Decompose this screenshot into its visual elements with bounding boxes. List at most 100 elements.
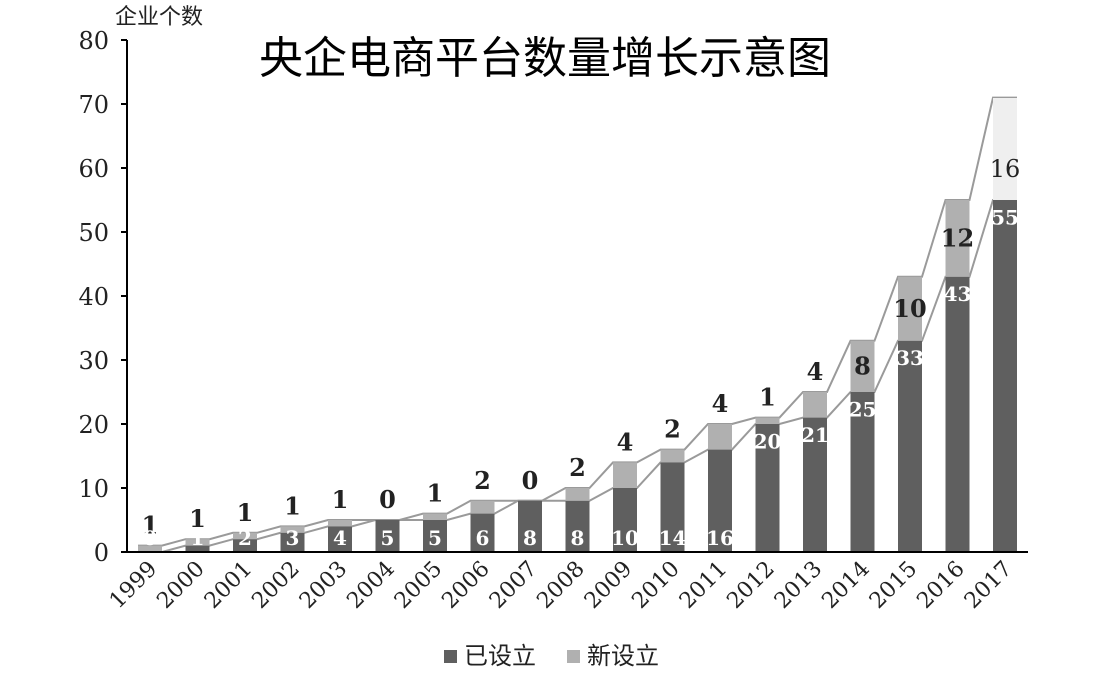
data-label-established: 14: [659, 526, 687, 550]
data-label-new: 1: [189, 504, 206, 533]
bar-established: [945, 276, 970, 552]
bar-established: [280, 532, 305, 552]
bar-new: [660, 449, 685, 463]
y-tick-label: 60: [78, 155, 109, 183]
bar-established: [708, 449, 732, 552]
data-label-established: 20: [754, 429, 782, 453]
x-tick-label: 2002: [247, 557, 304, 614]
data-label-new: 2: [664, 415, 681, 444]
y-tick-label: 20: [78, 411, 109, 439]
data-label-established: 0: [143, 526, 157, 550]
data-label-established: 55: [991, 205, 1019, 229]
data-label-established: 43: [944, 282, 972, 306]
data-label-new: 1: [237, 498, 254, 527]
x-tick-label: 1999: [105, 557, 162, 614]
data-label-established: 8: [523, 526, 537, 550]
y-tick-label: 30: [78, 347, 109, 375]
y-tick-label: 40: [78, 283, 109, 311]
data-label-new: 8: [854, 351, 871, 380]
data-label-new: 2: [569, 453, 586, 482]
bar-established: [470, 513, 495, 552]
y-axis-label: 企业个数: [115, 5, 203, 30]
bar-new: [850, 340, 875, 392]
bar-established: [660, 462, 685, 552]
data-label-established: 5: [428, 526, 442, 550]
y-tick-label: 70: [78, 91, 109, 119]
legend: 已设立 新设立: [444, 642, 659, 670]
trend-lines: [138, 96, 1017, 553]
y-tick-label: 10: [78, 475, 109, 503]
legend-label: 新设立: [587, 642, 659, 670]
bar-new: [470, 500, 495, 514]
data-label-established: 4: [333, 526, 347, 550]
data-label-new: 1: [427, 479, 444, 508]
y-tick-label: 0: [94, 539, 109, 567]
bar-new: [185, 539, 210, 546]
x-tick-label: 2011: [675, 557, 732, 614]
x-tick-label: 2006: [437, 557, 494, 614]
data-label-new: 1: [142, 511, 159, 540]
data-label-established: 2: [238, 526, 252, 550]
data-label-established: 33: [896, 346, 924, 370]
x-tick-label: 2010: [627, 557, 684, 614]
data-label-new: 2: [474, 466, 491, 495]
bar-established: [803, 417, 827, 552]
data-label-established: 5: [381, 526, 395, 550]
data-label-established: 3: [286, 526, 300, 550]
data-label-established: 6: [476, 526, 490, 550]
x-tick-label: 2017: [960, 557, 1017, 614]
bar-established: [850, 392, 875, 552]
bar-new: [565, 488, 590, 501]
x-tick-label: 2001: [200, 557, 257, 614]
data-label-established: 10: [611, 526, 639, 550]
bar-established: [185, 545, 210, 552]
data-label-new: 1: [284, 491, 301, 520]
data-label-new: 4: [807, 357, 824, 386]
data-label-new: 10: [893, 294, 926, 323]
data-label-new: 0: [379, 485, 396, 514]
y-tick-label: 80: [78, 27, 109, 55]
data-labels: 1011121314051526082841021441612042182510…: [142, 155, 1021, 550]
data-label-established: 21: [801, 423, 829, 447]
bar-new: [755, 417, 780, 424]
bar-new: [993, 98, 1017, 200]
data-label-new: 16: [990, 155, 1021, 183]
data-label-new: 0: [522, 466, 539, 495]
bar-new: [945, 200, 970, 277]
bar-new: [898, 276, 922, 341]
bar-established: [423, 520, 447, 552]
x-tick-label: 2005: [390, 557, 447, 614]
bar-new: [233, 532, 257, 540]
legend-swatch: [444, 650, 457, 663]
x-tick-label: 2012: [722, 557, 779, 614]
data-label-established: 8: [571, 526, 585, 550]
bar-new: [328, 520, 352, 527]
bar-new: [138, 545, 162, 552]
bar-new: [708, 424, 732, 450]
data-label-established: 1: [191, 526, 205, 550]
data-label-established: 25: [849, 397, 877, 421]
x-tick-label: 2008: [532, 557, 589, 614]
bar-established: [233, 539, 257, 552]
legend-swatch: [567, 650, 580, 663]
x-tick-label: 2007: [485, 557, 542, 614]
y-tick-label: 50: [78, 219, 109, 247]
bar-new: [280, 526, 305, 533]
bar-established: [518, 500, 542, 552]
chart-title: 央企电商平台数量增长示意图: [259, 33, 831, 84]
x-tick-label: 2013: [770, 557, 827, 614]
x-tick-label: 2009: [580, 557, 637, 614]
bar-established: [613, 488, 637, 552]
bar-new: [613, 462, 637, 488]
axes: 0102030405060708019992000200120022003200…: [78, 27, 1028, 614]
bar-established: [565, 500, 590, 552]
data-label-new: 1: [759, 383, 776, 412]
x-tick-label: 2004: [342, 557, 399, 614]
bar-established: [755, 424, 780, 552]
bar-established: [375, 520, 400, 552]
bar-established: [898, 340, 922, 552]
x-tick-label: 2014: [817, 557, 874, 614]
bar-new: [803, 392, 827, 418]
